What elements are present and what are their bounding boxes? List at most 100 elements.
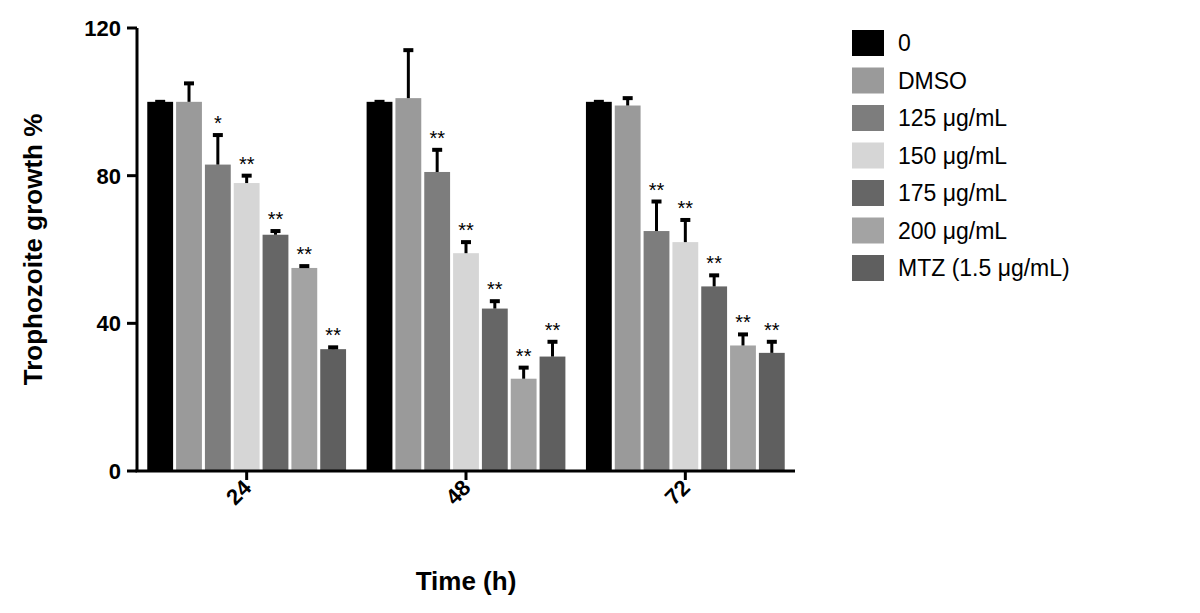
significance: **	[487, 278, 503, 300]
x-axis-label: Time (h)	[416, 566, 517, 596]
error-bar	[709, 275, 719, 286]
bar	[291, 268, 317, 471]
legend-swatch	[852, 68, 884, 94]
legend-label: MTZ (1.5 μg/mL)	[898, 255, 1070, 281]
error-bar	[432, 150, 442, 172]
error-cap	[623, 96, 633, 100]
x-tick-label: 48	[441, 475, 476, 510]
significance: *	[214, 112, 222, 134]
y-tick	[127, 470, 137, 473]
significance: **	[678, 197, 694, 219]
bar	[424, 172, 450, 471]
error-bar	[680, 220, 690, 242]
significance: **	[545, 319, 561, 341]
legend-swatch	[852, 30, 884, 56]
error-stem	[655, 202, 658, 232]
error-stem	[551, 342, 554, 357]
error-bar	[594, 101, 604, 102]
legend-swatch	[852, 255, 884, 281]
annotations: *****************************	[214, 112, 780, 367]
bar	[263, 235, 289, 471]
significance: **	[429, 127, 445, 149]
bar	[540, 357, 566, 471]
x-tick-label: 72	[660, 475, 695, 510]
significance: **	[649, 179, 665, 201]
bar	[701, 286, 727, 471]
bar	[176, 102, 202, 471]
error-cap	[184, 81, 194, 85]
bar	[615, 106, 641, 471]
bar	[730, 345, 756, 471]
error-bar	[403, 50, 413, 98]
error-bar	[652, 202, 662, 232]
significance: **	[735, 311, 751, 333]
bar	[234, 183, 260, 471]
legend-label: 200 μg/mL	[898, 218, 1007, 244]
error-bar	[184, 83, 194, 101]
error-bar	[299, 266, 309, 268]
bar	[482, 309, 508, 471]
bar	[395, 98, 421, 471]
bar	[367, 102, 393, 471]
y-tick-label: 120	[84, 16, 121, 41]
significance: **	[764, 319, 780, 341]
significance: **	[325, 324, 341, 346]
bar	[511, 379, 537, 471]
bar	[453, 253, 479, 471]
error-bar	[461, 242, 471, 253]
y-tick	[127, 322, 137, 325]
bar	[586, 102, 612, 471]
error-stem	[407, 50, 410, 98]
error-bar	[242, 176, 252, 183]
error-bar	[767, 342, 777, 353]
significance: **	[706, 252, 722, 274]
legend-swatch	[852, 180, 884, 206]
bar	[147, 102, 173, 471]
error-bar	[213, 135, 223, 165]
significance: **	[268, 208, 284, 230]
error-stem	[188, 83, 191, 101]
error-bar	[623, 98, 633, 105]
y-axis-label: Trophozoite growth %	[18, 114, 48, 386]
legend-label: 0	[898, 30, 911, 56]
y-tick-label: 80	[97, 164, 121, 189]
y-tick-label: 40	[97, 311, 121, 336]
error-bar	[547, 342, 557, 357]
y-tick-label: 0	[109, 459, 121, 484]
legend-swatch	[852, 143, 884, 169]
error-cap	[403, 48, 413, 52]
bar	[644, 231, 670, 471]
error-bar	[490, 301, 500, 308]
significance: **	[458, 219, 474, 241]
error-bar	[270, 231, 280, 235]
legend-label: DMSO	[898, 68, 967, 94]
bar	[205, 165, 231, 471]
y-tick	[127, 174, 137, 177]
legend-swatch	[852, 218, 884, 244]
legend-label: 150 μg/mL	[898, 143, 1007, 169]
significance: **	[239, 153, 255, 175]
error-cap	[155, 100, 165, 104]
error-stem	[216, 135, 219, 165]
x-tick-label: 24	[221, 474, 257, 510]
error-cap	[594, 100, 604, 104]
y-axis	[136, 28, 139, 471]
error-stem	[436, 150, 439, 172]
bar	[672, 242, 698, 471]
significance: **	[297, 243, 313, 265]
y-tick	[127, 27, 137, 30]
legend: 0DMSO125 μg/mL150 μg/mL175 μg/mL200 μg/m…	[852, 30, 1070, 281]
bar	[320, 349, 346, 471]
error-stem	[684, 220, 687, 242]
legend-label: 125 μg/mL	[898, 105, 1007, 131]
bars	[147, 50, 784, 471]
x-tick	[245, 471, 248, 480]
x-tick	[465, 471, 468, 480]
x-tick	[684, 471, 687, 480]
error-bar	[155, 101, 165, 102]
error-bar	[375, 101, 385, 102]
error-bar	[328, 347, 338, 349]
bar	[759, 353, 785, 471]
chart: *****************************04080120244…	[0, 0, 1200, 613]
error-bar	[738, 334, 748, 345]
